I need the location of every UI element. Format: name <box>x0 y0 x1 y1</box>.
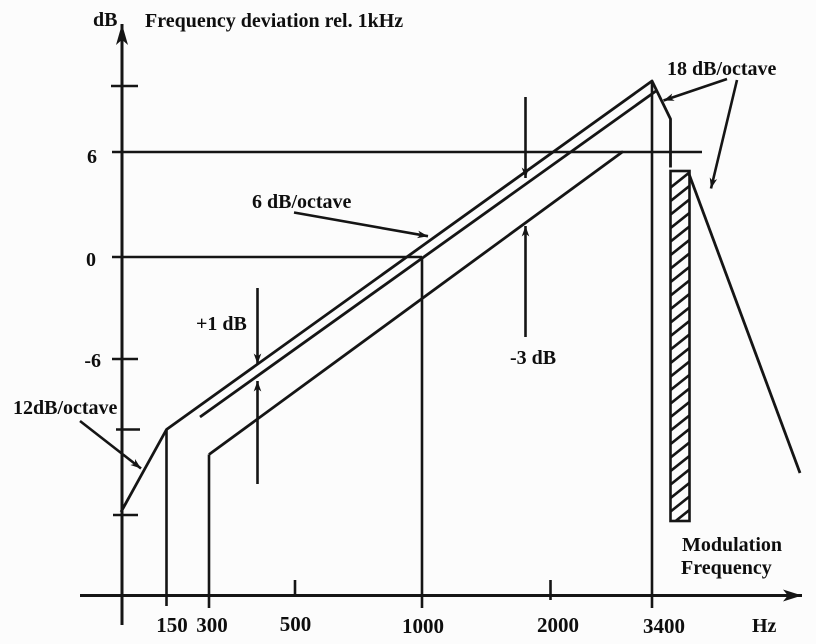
svg-text:3400: 3400 <box>643 614 685 638</box>
svg-text:Modulation: Modulation <box>682 534 782 556</box>
svg-text:-3 dB: -3 dB <box>510 347 556 369</box>
svg-text:+1 dB: +1 dB <box>196 313 247 335</box>
svg-text:12dB/octave: 12dB/octave <box>13 397 118 419</box>
svg-text:150: 150 <box>156 613 188 637</box>
svg-text:Frequency: Frequency <box>681 557 772 579</box>
svg-text:500: 500 <box>280 612 312 636</box>
svg-text:dB: dB <box>93 9 117 31</box>
svg-text:2000: 2000 <box>537 613 579 637</box>
svg-text:6: 6 <box>87 146 97 168</box>
svg-text:Frequency deviation rel. 1kHz: Frequency deviation rel. 1kHz <box>145 10 403 32</box>
svg-text:300: 300 <box>196 613 228 637</box>
svg-text:1000: 1000 <box>402 614 444 638</box>
svg-text:Hz: Hz <box>752 615 777 637</box>
svg-text:-6: -6 <box>84 350 101 372</box>
svg-text:6 dB/octave: 6 dB/octave <box>252 191 352 213</box>
svg-text:0: 0 <box>86 249 96 271</box>
svg-text:18 dB/octave: 18 dB/octave <box>667 58 777 80</box>
